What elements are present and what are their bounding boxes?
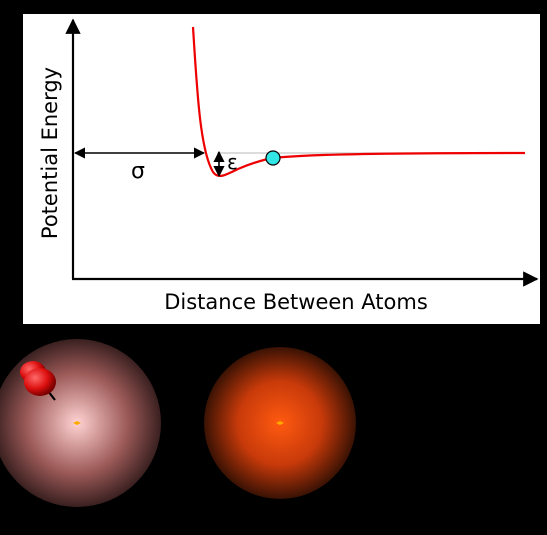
atom-left-nucleus: [73, 421, 81, 425]
epsilon-label: ε: [227, 150, 238, 174]
y-axis-label: Potential Energy: [38, 67, 62, 239]
sigma-label: σ: [131, 159, 145, 184]
graph-panel: [23, 14, 540, 324]
atom-right-nucleus: [276, 421, 284, 425]
potential-curve: [191, 26, 526, 178]
x-axis-label: Distance Between Atoms: [164, 290, 428, 314]
pushpin-icon: [20, 361, 56, 401]
curve-marker: [265, 150, 281, 166]
